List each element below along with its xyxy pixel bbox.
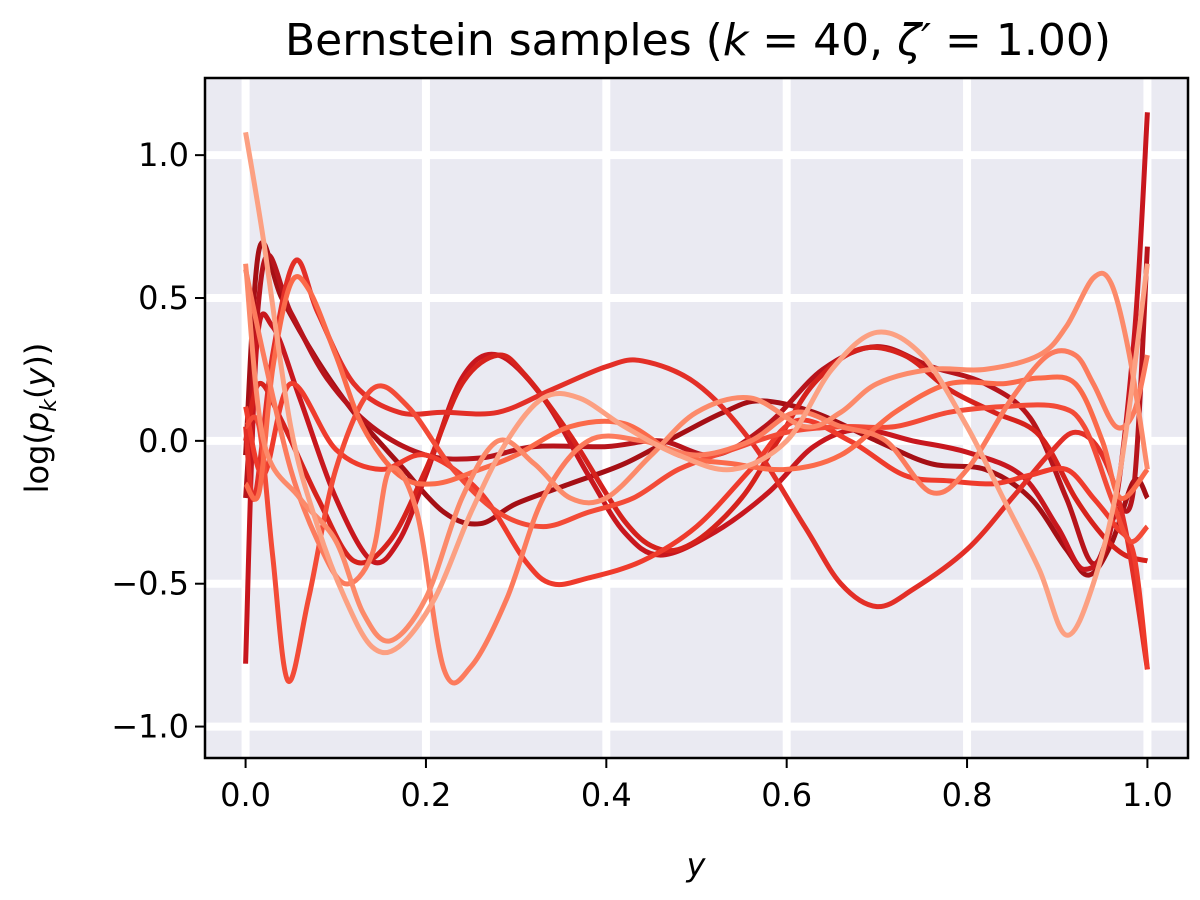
y-tick-label: −1.0 xyxy=(111,708,189,746)
chart-title: Bernstein samples (k = 40, ζ′ = 1.00) xyxy=(285,15,1111,66)
series-line-6 xyxy=(243,381,1150,670)
y-axis-ticks: −1.0 −0.5 0.0 0.5 1.0 xyxy=(111,136,205,746)
x-tick-label: 1.0 xyxy=(1122,776,1173,814)
x-tick-label: 0.6 xyxy=(761,776,812,814)
x-tick-label: 0.2 xyxy=(401,776,452,814)
y-tick-label: 1.0 xyxy=(138,136,189,174)
x-tick-label: 0.8 xyxy=(942,776,993,814)
series-lines xyxy=(243,112,1150,686)
y-axis-label: log(pk(y)) xyxy=(18,343,62,494)
series-line-11 xyxy=(243,131,1150,656)
plot-frame xyxy=(203,76,1190,760)
y-tick-label: 0.5 xyxy=(138,279,189,317)
y-tick-label: 0.0 xyxy=(138,422,189,460)
series-line-3 xyxy=(243,112,1150,664)
series-line-10 xyxy=(243,263,1150,644)
x-tick-label: 0.0 xyxy=(220,776,271,814)
x-axis-label: y xyxy=(686,846,707,884)
y-tick-label: −0.5 xyxy=(111,565,189,603)
x-axis-ticks: 0.0 0.2 0.4 0.6 0.8 1.0 xyxy=(220,758,1173,814)
x-tick-label: 0.4 xyxy=(581,776,632,814)
series-line-5 xyxy=(243,257,1150,670)
series-line-7 xyxy=(243,383,1150,684)
